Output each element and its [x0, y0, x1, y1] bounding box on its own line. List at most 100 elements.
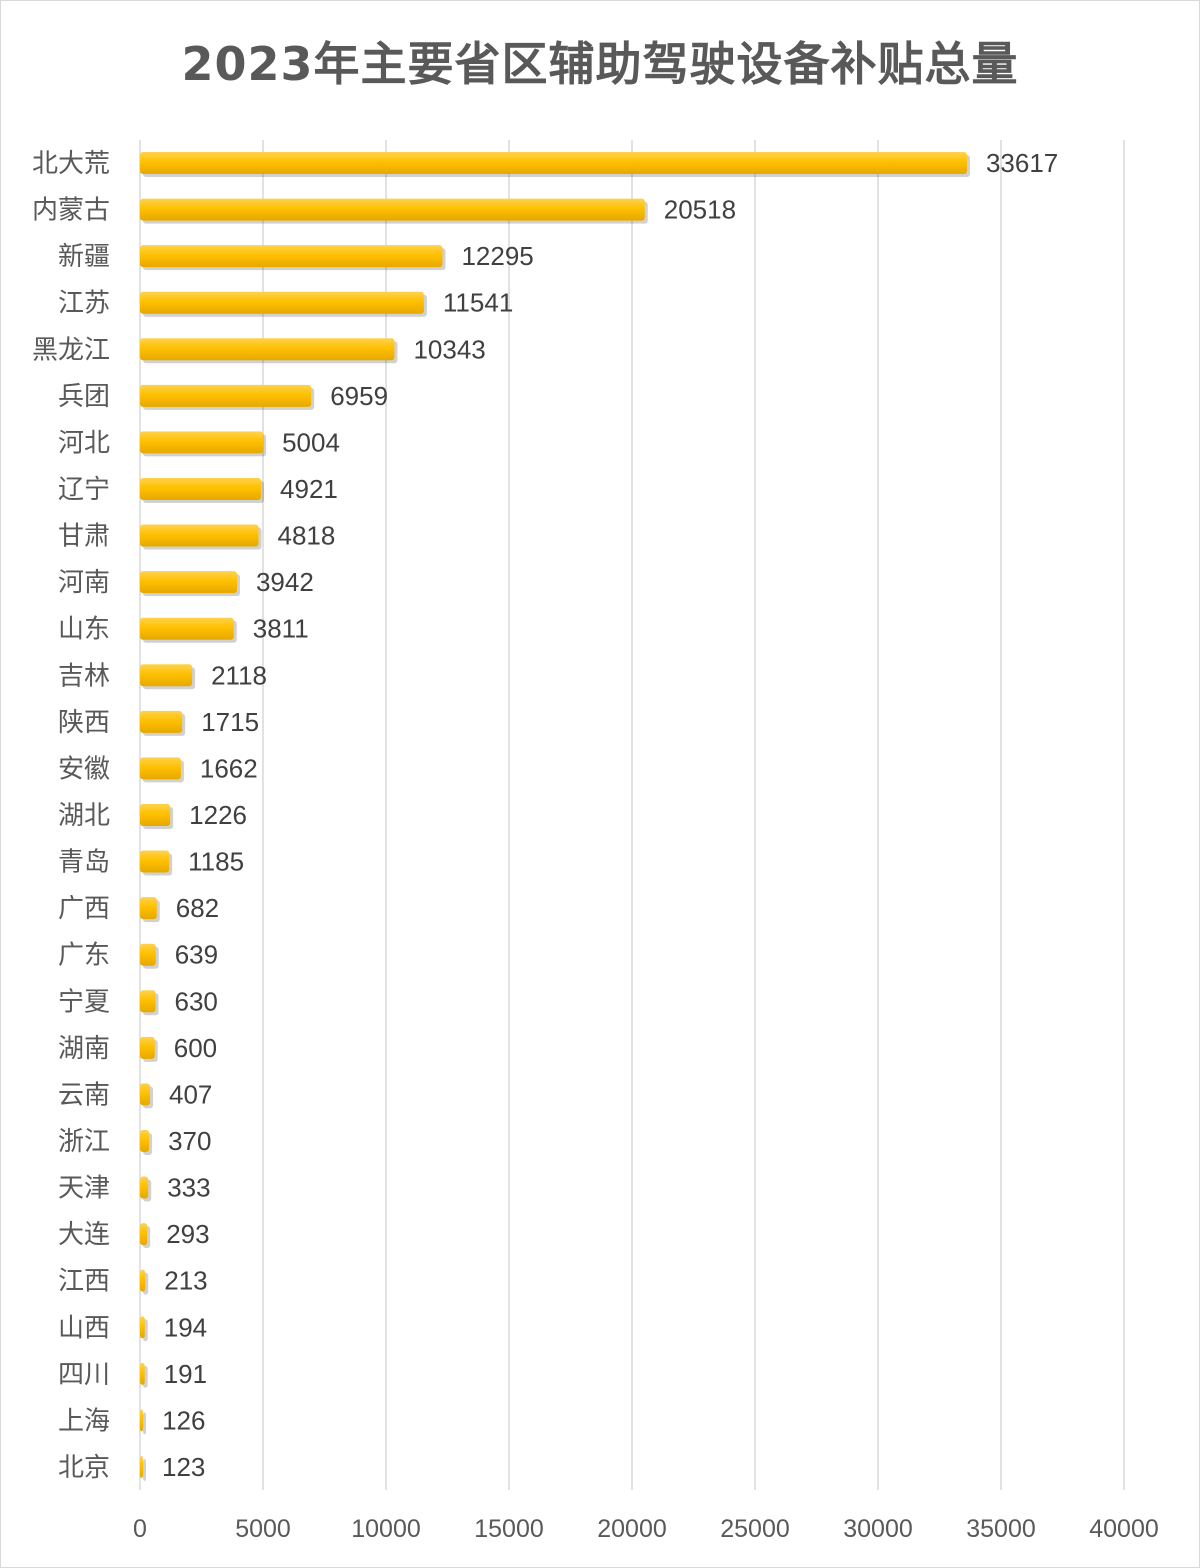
- bar: [140, 291, 424, 314]
- bar: [140, 757, 181, 780]
- bar-shadow: [143, 1458, 147, 1481]
- bar: [140, 1316, 145, 1339]
- x-tick-label: 40000: [1089, 1515, 1159, 1543]
- data-label: 293: [166, 1219, 209, 1249]
- category-label: 安徽: [58, 754, 110, 784]
- category-label: 内蒙古: [32, 196, 110, 226]
- x-tick-label: 35000: [966, 1515, 1036, 1543]
- bar: [140, 1176, 149, 1199]
- x-tick-label: 30000: [843, 1515, 913, 1543]
- category-label: 北大荒: [32, 149, 110, 179]
- category-label: 云南: [58, 1080, 110, 1110]
- category-label: 陕西: [58, 708, 110, 738]
- data-label: 682: [176, 893, 219, 923]
- category-label: 大连: [58, 1220, 110, 1250]
- data-label: 12295: [461, 241, 533, 271]
- data-label: 3942: [256, 567, 314, 597]
- category-label: 湖北: [58, 801, 110, 831]
- category-label: 上海: [58, 1406, 110, 1436]
- bar: [140, 431, 264, 454]
- data-label: 6959: [330, 381, 388, 411]
- bar: [140, 245, 443, 268]
- category-label: 广西: [58, 894, 110, 924]
- bar: [140, 664, 193, 687]
- category-label: 黑龙江: [32, 335, 110, 365]
- category-label: 广东: [58, 941, 110, 971]
- labels: 0 5000 10000 15000 20000 25000 30000 35000 40000…: [32, 148, 1159, 1543]
- data-label: 407: [169, 1079, 212, 1109]
- data-label: 11541: [443, 288, 513, 318]
- bar: [140, 198, 645, 221]
- data-label: 630: [174, 986, 217, 1016]
- data-label: 1715: [201, 707, 259, 737]
- bar: [140, 897, 157, 920]
- data-label: 126: [162, 1405, 205, 1435]
- bar-shadow: [143, 1412, 147, 1435]
- category-label: 天津: [58, 1174, 110, 1204]
- data-label: 1662: [200, 753, 258, 783]
- data-label: 20518: [664, 195, 736, 225]
- x-tick-label: 20000: [597, 1515, 667, 1543]
- data-label: 4818: [278, 521, 336, 551]
- bar: [140, 477, 262, 500]
- bar: [140, 1036, 155, 1059]
- bar: [140, 1269, 146, 1292]
- data-label: 639: [175, 940, 218, 970]
- x-tick-label: 5000: [235, 1515, 291, 1543]
- bar: [140, 710, 183, 733]
- bar: [140, 1455, 144, 1478]
- bar: [140, 384, 312, 407]
- data-label: 194: [164, 1312, 207, 1342]
- data-label: 333: [167, 1173, 210, 1203]
- category-label: 青岛: [58, 848, 110, 878]
- category-label: 江西: [58, 1267, 110, 1297]
- x-tick-label: 10000: [351, 1515, 421, 1543]
- x-tick-label: 0: [133, 1515, 147, 1543]
- bar: [140, 152, 967, 174]
- category-label: 江苏: [58, 289, 110, 319]
- chart-title: 2023年主要省区辅助驾驶设备补贴总量: [181, 37, 1019, 91]
- category-label: 山西: [58, 1313, 110, 1343]
- bar: [140, 338, 395, 361]
- bar: [140, 1362, 145, 1385]
- data-label: 123: [162, 1452, 205, 1482]
- category-label: 宁夏: [58, 987, 110, 1017]
- category-label: 四川: [58, 1360, 110, 1390]
- data-label: 1226: [189, 800, 247, 830]
- category-label: 兵团: [58, 382, 110, 412]
- bar: [140, 1083, 151, 1106]
- data-label: 213: [164, 1266, 207, 1296]
- x-tick-label: 25000: [720, 1515, 790, 1543]
- bar: [140, 1409, 144, 1432]
- bar: [140, 524, 259, 547]
- gridlines: [139, 140, 1125, 1490]
- data-label: 10343: [413, 334, 485, 364]
- bar: [140, 1223, 148, 1246]
- category-label: 吉林: [58, 661, 110, 691]
- data-label: 4921: [280, 474, 338, 504]
- category-label: 山东: [58, 615, 110, 645]
- x-tick-label: 15000: [474, 1515, 544, 1543]
- bar: [140, 943, 156, 966]
- category-label: 浙江: [58, 1127, 110, 1157]
- data-label: 191: [164, 1359, 207, 1389]
- bar: [140, 850, 170, 873]
- bar: [140, 571, 237, 594]
- bars: [140, 152, 970, 1481]
- category-label: 河南: [58, 568, 110, 598]
- data-label: 3811: [253, 614, 309, 644]
- bar: [140, 803, 171, 826]
- data-label: 2118: [211, 660, 267, 690]
- data-label: 600: [174, 1033, 217, 1063]
- data-label: 370: [168, 1126, 211, 1156]
- bar: [140, 1129, 150, 1152]
- category-label: 北京: [58, 1453, 110, 1483]
- category-label: 辽宁: [58, 475, 110, 505]
- category-label: 新疆: [58, 242, 110, 272]
- bar: [140, 990, 156, 1013]
- category-label: 河北: [58, 428, 110, 458]
- bar: [140, 617, 234, 640]
- data-label: 5004: [282, 427, 340, 457]
- data-label: 1185: [188, 847, 244, 877]
